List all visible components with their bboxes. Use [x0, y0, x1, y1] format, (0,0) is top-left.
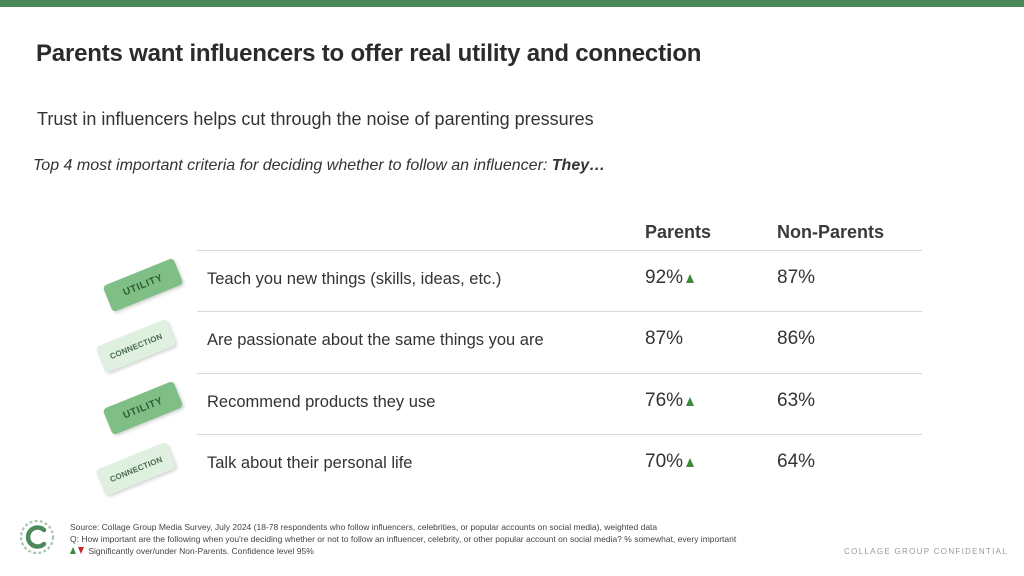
parents-value-text: 87% [645, 328, 684, 349]
up-triangle-icon [686, 397, 695, 406]
down-triangle-icon [78, 547, 84, 554]
criterion-label: Talk about their personal life [207, 454, 413, 472]
significance-legend-text: Significantly over/under Non-Parents. Co… [88, 546, 314, 556]
parents-value-text: 76% [645, 390, 684, 411]
tag-connection: CONNECTION [95, 318, 177, 374]
table-row: Talk about their personal life 70% 64% [197, 434, 922, 496]
page-title: Parents want influencers to offer real u… [36, 40, 702, 67]
parents-value: 92% [645, 267, 695, 289]
up-triangle-icon [686, 458, 695, 467]
parents-value: 70% [645, 451, 695, 473]
collage-group-logo-icon [19, 519, 55, 555]
non-parents-value: 64% [777, 451, 816, 472]
column-header-parents: Parents [645, 222, 712, 242]
footer-notes: Source: Collage Group Media Survey, July… [70, 521, 736, 557]
confidential-label: COLLAGE GROUP CONFIDENTIAL [844, 547, 1008, 556]
table-row: Are passionate about the same things you… [197, 311, 922, 373]
parents-value: 87% [645, 328, 683, 350]
non-parents-value: 63% [777, 390, 816, 411]
question-note: Q: How important are the following when … [70, 534, 737, 544]
tag-utility: UTILITY [102, 380, 184, 436]
non-parents-value: 87% [777, 267, 816, 288]
tag-connection: CONNECTION [95, 441, 177, 497]
non-parents-value: 86% [777, 328, 816, 349]
table-row: Teach you new things (skills, ideas, etc… [197, 250, 922, 312]
column-header-non-parents: Non-Parents [777, 222, 885, 242]
criterion-label: Teach you new things (skills, ideas, etc… [207, 270, 502, 288]
table-row: Recommend products they use 76% 63% [197, 373, 922, 435]
top-brand-bar [0, 0, 1024, 7]
criterion-label: Are passionate about the same things you… [207, 331, 544, 349]
up-triangle-icon [686, 274, 695, 283]
parents-value-text: 92% [645, 267, 684, 288]
parents-value: 76% [645, 390, 695, 412]
tag-utility: UTILITY [102, 257, 184, 313]
significance-legend: Significantly over/under Non-Parents. Co… [70, 545, 736, 557]
criteria-intro: Top 4 most important criteria for decidi… [33, 157, 605, 175]
parents-value-text: 70% [645, 451, 684, 472]
criterion-label: Recommend products they use [207, 393, 436, 411]
criteria-intro-text: Top 4 most important criteria for decidi… [33, 157, 552, 174]
criteria-intro-bold: They… [551, 157, 606, 174]
source-note: Source: Collage Group Media Survey, July… [70, 522, 658, 532]
page-subtitle: Trust in influencers helps cut through t… [37, 109, 594, 129]
up-triangle-icon [70, 547, 76, 554]
